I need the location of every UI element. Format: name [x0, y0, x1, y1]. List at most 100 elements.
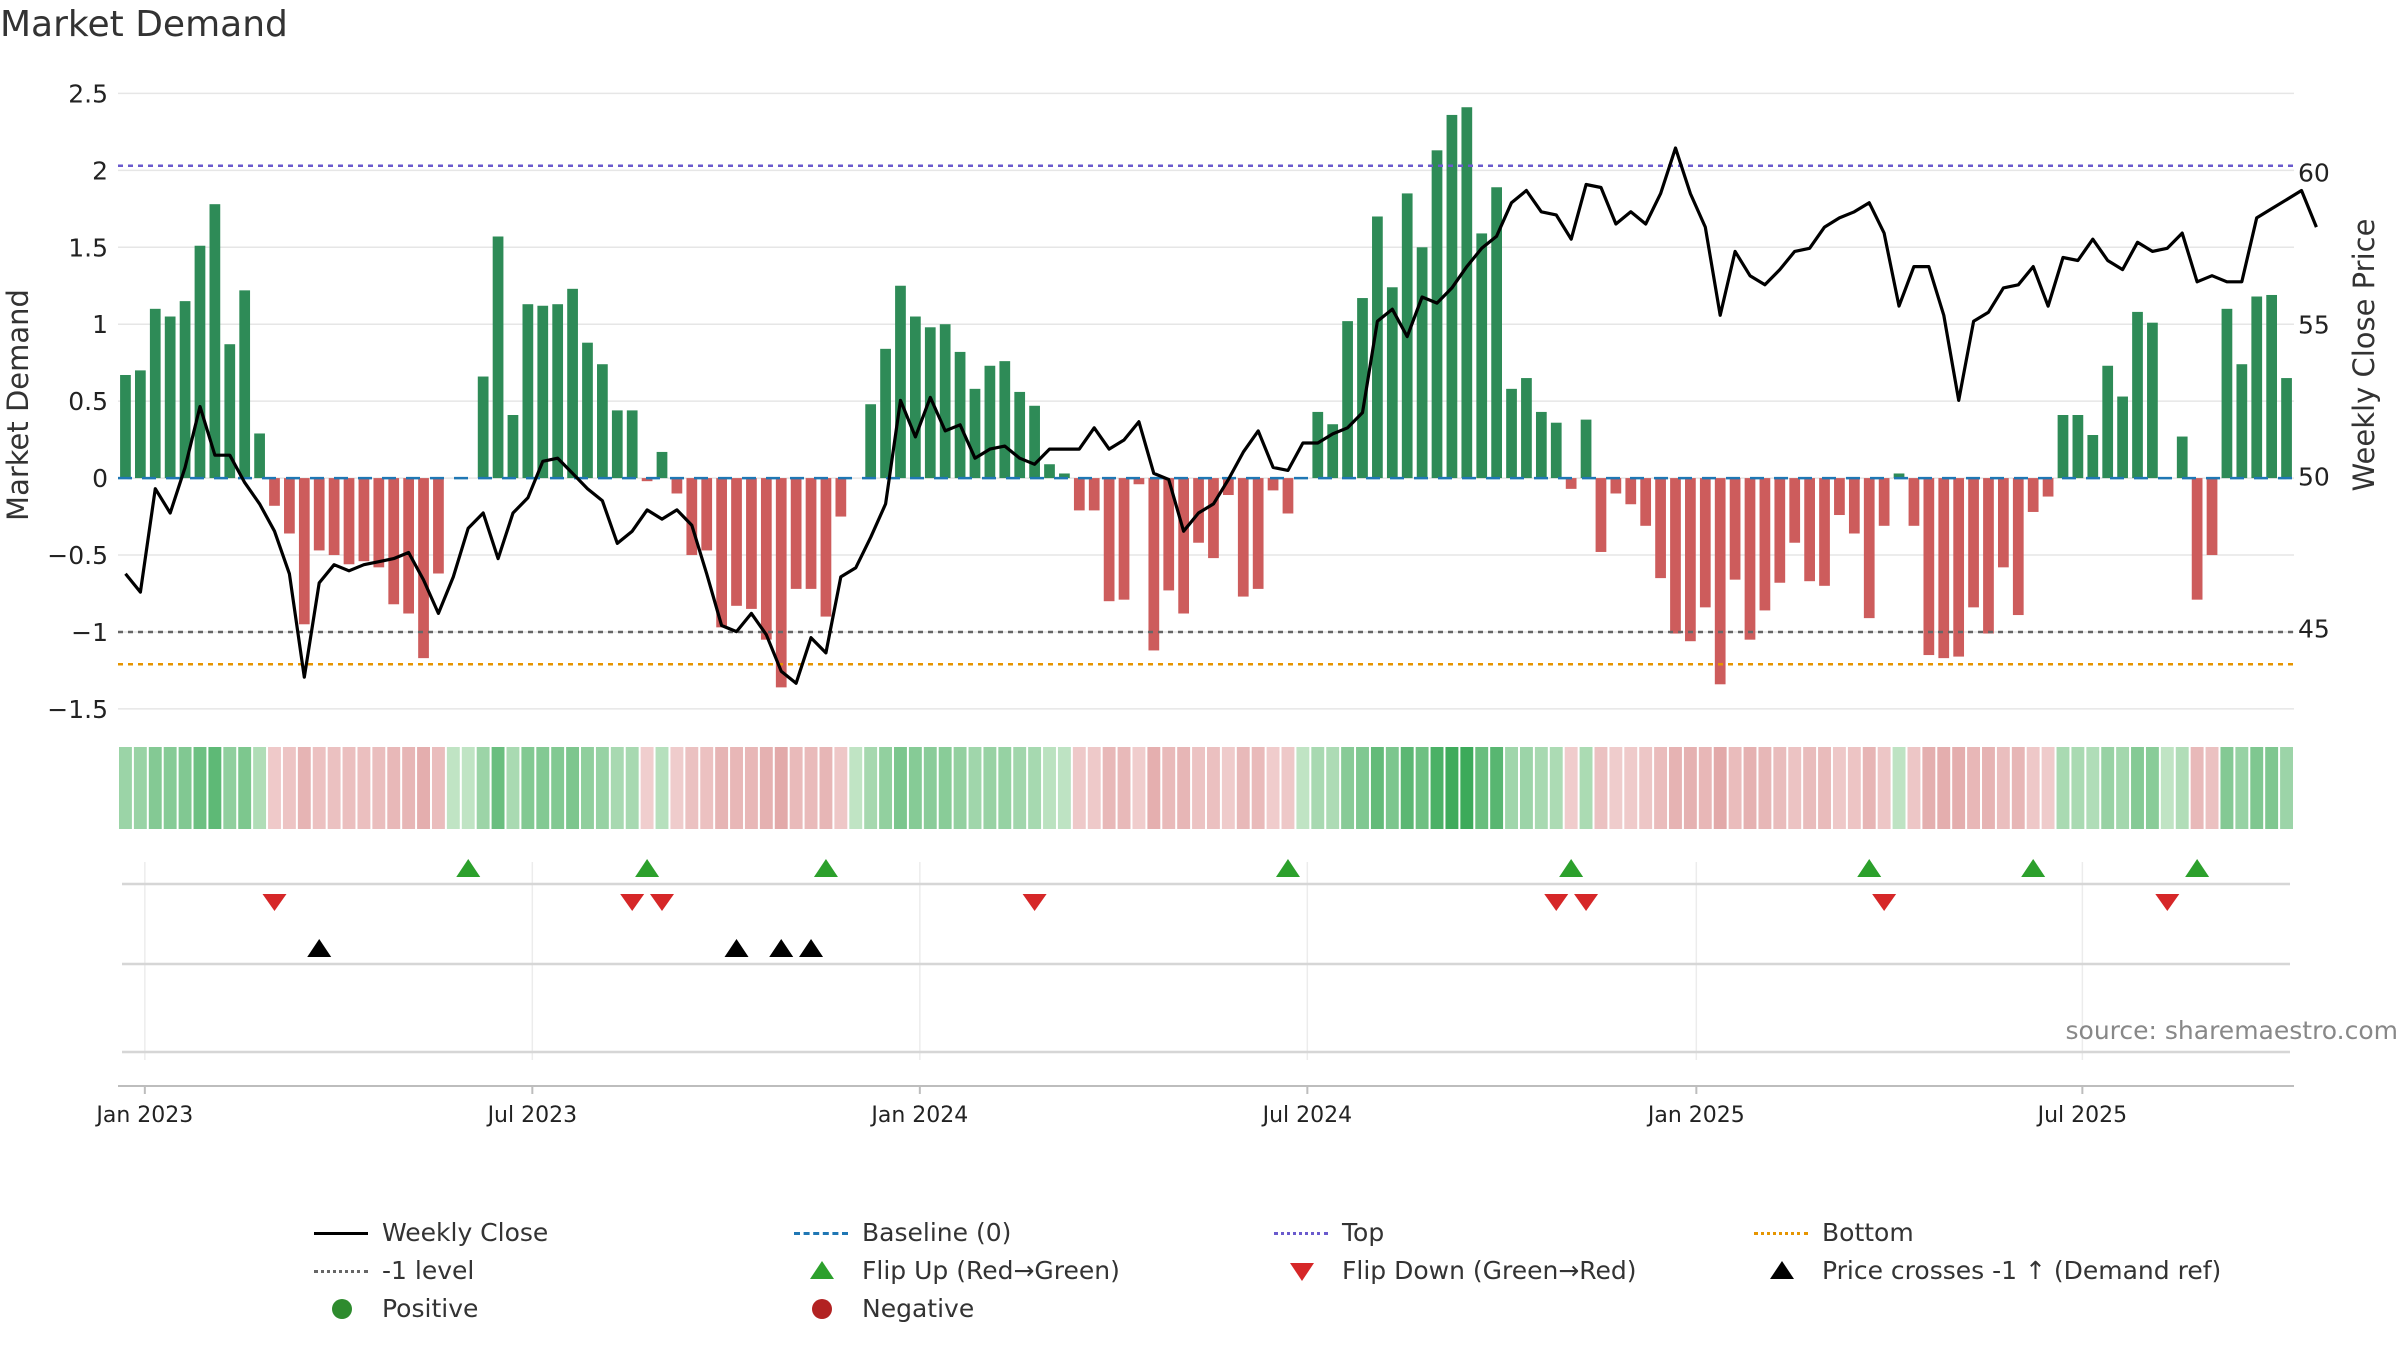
demand-bar — [298, 478, 310, 625]
demand-bar — [1938, 478, 1950, 659]
y2-tick-label: 55 — [2298, 310, 2330, 339]
legend: Weekly Close Baseline (0) Top Bottom -1 leve… — [310, 1210, 2270, 1330]
strip-cell — [238, 747, 252, 829]
demand-bar — [1878, 478, 1890, 526]
strip-cell — [148, 747, 162, 829]
demand-bar — [1491, 187, 1502, 479]
strip-cell — [1400, 747, 1414, 829]
strip-cell — [312, 747, 326, 829]
demand-bar — [1819, 478, 1830, 586]
line-icon — [310, 1259, 372, 1283]
weekly-close-line — [124, 146, 2318, 685]
strip-cell — [595, 747, 609, 829]
demand-bar — [179, 301, 191, 479]
strip-cell — [1594, 747, 1608, 829]
demand-bar — [1893, 473, 1905, 479]
demand-bar — [1386, 287, 1398, 479]
strip-cell — [2116, 747, 2130, 829]
demand-bar — [686, 478, 698, 556]
strip-cell — [849, 747, 863, 829]
line-icon — [1750, 1221, 1812, 1245]
strip-cell — [476, 747, 490, 829]
demand-bar — [716, 478, 727, 628]
flip-up-marker — [635, 859, 660, 877]
grid-layer — [118, 92, 2294, 1087]
strip-cell — [491, 747, 505, 829]
demand-bar — [492, 236, 504, 479]
demand-bar — [910, 316, 921, 479]
demand-bar — [1357, 298, 1368, 479]
demand-bar — [522, 304, 534, 479]
strip-cell — [1669, 747, 1682, 829]
demand-bar — [1506, 388, 1517, 479]
demand-bar — [1744, 478, 1756, 640]
demand-bar — [2132, 311, 2143, 479]
x-tick-label: Jan 2023 — [94, 1103, 193, 1128]
demand-bar — [1461, 107, 1473, 479]
flip-up-marker — [1857, 859, 1882, 877]
strip-cell — [1952, 747, 1966, 829]
strip-cell — [1490, 747, 1504, 829]
demand-bar — [358, 478, 370, 562]
demand-bar — [1774, 478, 1786, 583]
strip-cell — [2011, 747, 2025, 829]
demand-bar — [1848, 478, 1860, 534]
flip-down-marker — [1872, 894, 1897, 911]
strip-cell — [327, 747, 341, 829]
strip-cell — [2056, 747, 2070, 829]
strip-cell — [417, 747, 430, 829]
demand-bar — [2281, 378, 2292, 479]
strip-cell — [1057, 747, 1071, 829]
strip-cell — [2101, 747, 2115, 829]
strip-cell — [983, 747, 997, 829]
legend-label: Flip Down (Green→Red) — [1342, 1256, 1637, 1285]
y2-axis-title: Weekly Close Price — [2347, 219, 2381, 492]
strip-cell — [1788, 747, 1802, 829]
demand-bar — [313, 478, 325, 551]
strip-cell — [1162, 747, 1176, 829]
demand-bar — [924, 327, 936, 479]
demand-bar — [671, 478, 683, 494]
axes: 2.5 2 1.5 1 0.5 0 −0.5 −1 −1.5 60 55 50 45 Market Dem… — [1, 79, 2381, 724]
demand-bar — [2117, 396, 2128, 479]
x-axis: Jan 2023 Jul 2023 Jan 2024 Jul 2024 Jan 2025… — [94, 1086, 2127, 1128]
demand-bar — [433, 478, 444, 574]
demand-bars — [120, 107, 2292, 688]
demand-bar — [641, 478, 653, 482]
demand-bar — [731, 478, 742, 606]
demand-bar — [760, 478, 772, 640]
legend-item: Negative — [790, 1294, 974, 1323]
triangle-icon — [1750, 1259, 1812, 1283]
demand-bar — [999, 361, 1011, 479]
demand-bar — [1237, 478, 1249, 597]
y-tick-label: 2.5 — [68, 79, 108, 108]
strip-cell — [1251, 747, 1265, 829]
demand-bar — [1834, 478, 1845, 516]
strip-cell — [566, 747, 580, 829]
strip-cell — [2235, 747, 2249, 829]
demand-bar — [597, 364, 608, 479]
legend-label: Bottom — [1822, 1218, 1914, 1247]
demand-bar — [611, 410, 623, 479]
y-tick-label: 2 — [92, 156, 108, 185]
strip-cell — [1266, 747, 1280, 829]
flip-up-marker — [2185, 859, 2210, 877]
demand-bar — [1222, 478, 1234, 496]
strip-cell — [2041, 747, 2055, 829]
demand-bar — [954, 351, 966, 479]
strip-cell — [1460, 747, 1474, 829]
x-tick-label: Jul 2025 — [2036, 1103, 2128, 1128]
demand-bar — [2087, 435, 2099, 479]
flip-up-marker — [456, 859, 481, 877]
flip-down-marker — [1574, 894, 1599, 911]
demand-bar — [373, 478, 385, 568]
demand-bar — [1267, 478, 1279, 491]
strip-cell — [133, 747, 147, 829]
x-tick-label: Jan 2025 — [1646, 1103, 1745, 1128]
demand-bar — [1073, 478, 1085, 511]
demand-bar — [1595, 478, 1607, 552]
demand-bar — [790, 478, 802, 589]
strip-cell — [282, 747, 296, 829]
strip-cell — [1326, 747, 1340, 829]
strip-cell — [953, 747, 967, 829]
